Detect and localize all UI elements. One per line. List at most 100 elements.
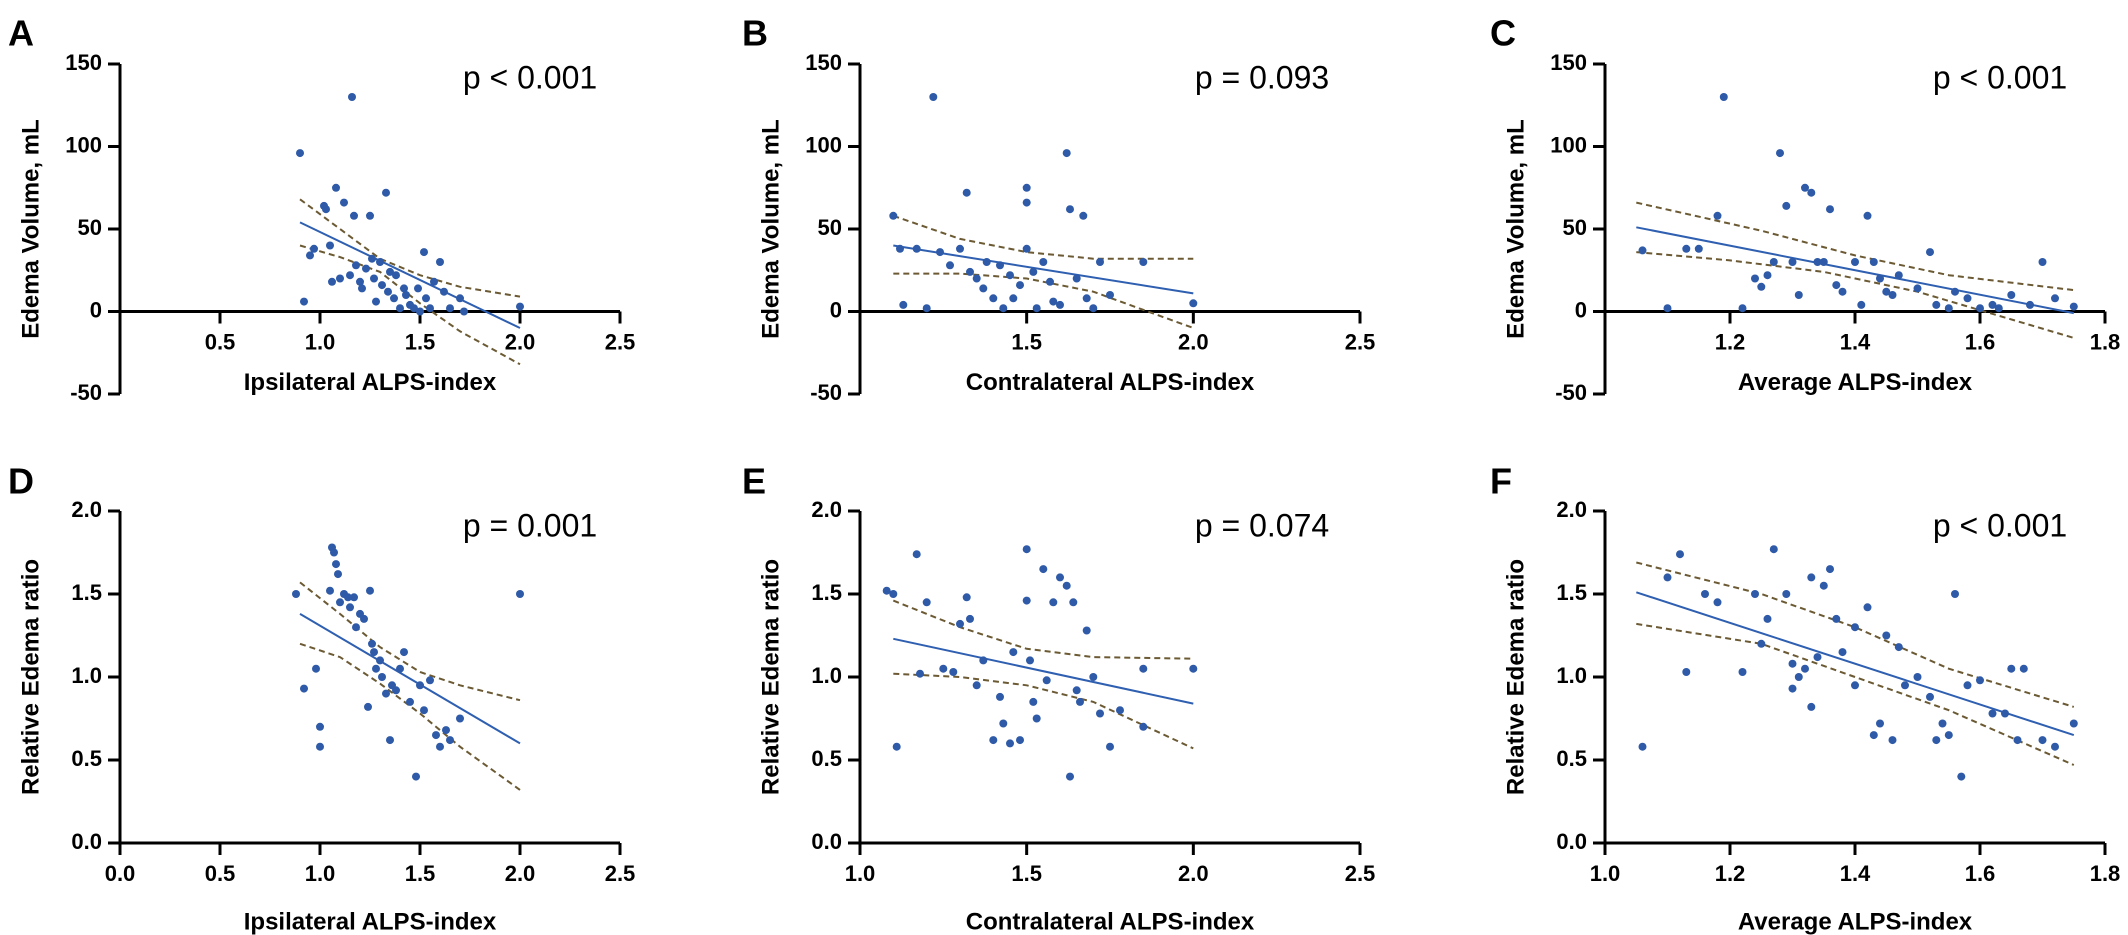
data-point <box>316 722 324 731</box>
y-tick-label: 0 <box>830 297 842 322</box>
data-point <box>300 684 308 693</box>
data-point <box>1819 581 1828 590</box>
data-point <box>1913 673 1922 681</box>
data-point <box>1813 258 1822 266</box>
y-tick-label: -50 <box>1555 380 1587 405</box>
data-point <box>892 742 901 751</box>
data-point <box>382 689 390 698</box>
y-tick-label: 2.0 <box>1556 497 1587 522</box>
data-point <box>1106 291 1114 299</box>
data-point <box>1682 668 1691 676</box>
data-point <box>1016 281 1024 290</box>
ci-upper-curve <box>299 581 521 702</box>
x-axis-label: Average ALPS-index <box>1738 908 1973 935</box>
data-point <box>1116 706 1124 715</box>
data-point <box>422 294 430 303</box>
data-point <box>1089 673 1098 681</box>
data-point <box>1826 205 1834 214</box>
data-point <box>516 302 524 311</box>
data-point <box>364 702 372 711</box>
data-point <box>1046 277 1054 286</box>
data-point <box>2007 664 2016 673</box>
data-point <box>2013 736 2022 745</box>
data-point <box>1963 294 1972 303</box>
data-point <box>406 697 414 706</box>
data-point <box>1029 697 1038 706</box>
ci-upper-curve <box>1636 561 2075 708</box>
p-value-annotation: p < 0.001 <box>1933 507 2067 543</box>
data-point <box>368 254 376 263</box>
ci-lower-curve <box>299 244 521 366</box>
data-point <box>372 664 380 673</box>
data-point <box>1039 258 1048 266</box>
data-point <box>979 284 988 293</box>
data-point <box>348 93 356 101</box>
y-tick-label: 0 <box>1575 297 1587 322</box>
data-point <box>1049 297 1058 306</box>
data-point <box>386 736 394 745</box>
data-point <box>2038 258 2047 266</box>
data-point <box>352 623 360 632</box>
data-point <box>1139 722 1148 731</box>
data-point <box>1944 731 1953 740</box>
data-point <box>1062 581 1071 590</box>
regression-line <box>299 613 521 745</box>
data-point <box>336 598 344 607</box>
data-point <box>1894 271 1903 280</box>
data-point <box>1638 246 1647 255</box>
y-tick-label: 0.5 <box>71 746 102 771</box>
data-point <box>1782 590 1791 598</box>
data-point <box>1994 304 2003 313</box>
x-tick-label: 1.0 <box>1590 861 1621 886</box>
data-point <box>416 307 424 316</box>
p-value-annotation: p = 0.001 <box>463 507 597 543</box>
y-tick-label: 50 <box>78 215 102 240</box>
x-tick-label: 2.5 <box>1345 861 1376 886</box>
data-point <box>1976 304 1984 313</box>
x-tick-label: 1.0 <box>305 861 336 886</box>
data-point <box>1009 294 1018 303</box>
data-point <box>1022 545 1031 554</box>
data-point <box>442 726 450 735</box>
data-point <box>332 183 340 192</box>
data-point <box>922 304 931 313</box>
data-point <box>420 248 428 257</box>
data-point <box>1006 739 1014 748</box>
data-point <box>1988 300 1997 309</box>
data-point <box>912 244 921 253</box>
data-point <box>456 714 464 723</box>
panel-b: Bp = 0.093 -50 0 50 100 150 1.5 2.0 2.5 Contralat… <box>742 13 1375 405</box>
x-tick-label: 2.0 <box>505 861 536 886</box>
data-point <box>1926 692 1934 701</box>
data-point <box>2019 664 2028 673</box>
data-point <box>1769 258 1778 266</box>
data-point <box>1794 291 1803 299</box>
data-point <box>939 664 948 673</box>
ci-upper-curve <box>1636 201 2074 292</box>
data-point <box>1763 271 1772 280</box>
y-tick-label: 100 <box>65 132 102 157</box>
y-tick-label: 2.0 <box>811 497 842 522</box>
data-point <box>1072 274 1081 283</box>
data-point <box>328 277 336 286</box>
data-point <box>956 619 964 628</box>
data-point <box>440 287 448 296</box>
data-point <box>436 258 444 266</box>
data-point <box>962 593 971 602</box>
data-point <box>1089 304 1098 313</box>
data-point <box>516 590 524 598</box>
data-point <box>1189 299 1198 308</box>
panel-c: Cp < 0.001 -50 0 50 100 150 1.2 1.4 1.6 1.8 Averag… <box>1490 13 2120 405</box>
data-point <box>1009 648 1018 657</box>
y-tick-label: -50 <box>70 380 102 405</box>
data-point <box>366 211 374 220</box>
data-point <box>1988 709 1997 718</box>
y-tick-label: 50 <box>818 215 842 240</box>
data-point <box>1082 294 1091 303</box>
x-tick-label: 2.5 <box>1345 329 1376 354</box>
data-point <box>300 297 308 306</box>
data-point <box>1794 673 1803 681</box>
data-point <box>400 648 408 657</box>
y-tick-label: 0.0 <box>1556 829 1587 854</box>
data-point <box>1663 573 1672 582</box>
